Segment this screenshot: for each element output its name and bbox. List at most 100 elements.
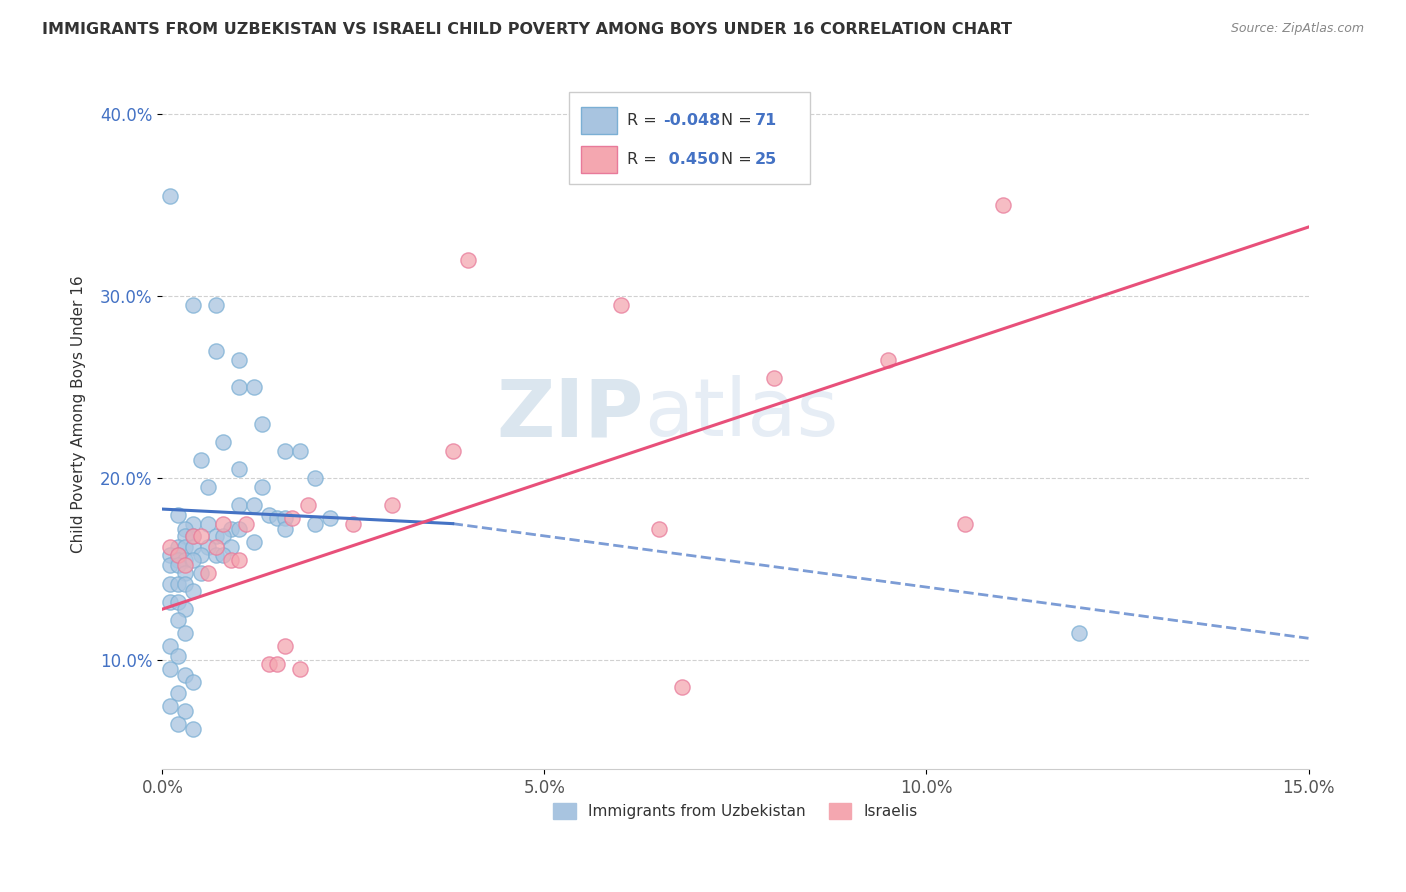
Point — [250, 417, 273, 431]
Point — [381, 499, 404, 513]
Point — [304, 471, 326, 485]
Point — [174, 553, 197, 567]
Point — [205, 541, 228, 555]
Point — [273, 511, 295, 525]
Point — [190, 529, 212, 543]
Point — [288, 662, 311, 676]
Point — [190, 548, 212, 562]
Point — [228, 462, 250, 476]
Point — [273, 522, 295, 536]
Point — [342, 516, 364, 531]
Point — [190, 566, 212, 580]
Point — [181, 584, 204, 599]
Point — [228, 352, 250, 367]
Point — [174, 667, 197, 681]
Point — [166, 558, 188, 573]
Point — [159, 639, 181, 653]
Point — [205, 343, 228, 358]
Point — [259, 657, 281, 671]
Text: IMMIGRANTS FROM UZBEKISTAN VS ISRAELI CHILD POVERTY AMONG BOYS UNDER 16 CORRELAT: IMMIGRANTS FROM UZBEKISTAN VS ISRAELI CH… — [42, 22, 1012, 37]
Text: 25: 25 — [755, 153, 778, 167]
Point — [174, 704, 197, 718]
Point — [159, 548, 181, 562]
Point — [181, 516, 204, 531]
Point — [181, 675, 204, 690]
Point — [212, 434, 235, 449]
Point — [991, 198, 1014, 212]
Point — [243, 534, 266, 549]
Point — [190, 453, 212, 467]
Point — [166, 649, 188, 664]
Point — [212, 548, 235, 562]
Point — [174, 541, 197, 555]
Point — [159, 662, 181, 676]
Point — [159, 189, 181, 203]
Text: R =: R = — [627, 113, 661, 128]
Point — [181, 298, 204, 312]
Point — [159, 541, 181, 555]
Y-axis label: Child Poverty Among Boys Under 16: Child Poverty Among Boys Under 16 — [72, 276, 86, 553]
Point — [174, 576, 197, 591]
Point — [174, 602, 197, 616]
Point — [228, 522, 250, 536]
Point — [159, 576, 181, 591]
Point — [273, 443, 295, 458]
Point — [166, 541, 188, 555]
Point — [174, 625, 197, 640]
Point — [181, 529, 204, 543]
Point — [166, 613, 188, 627]
Point — [259, 508, 281, 522]
Point — [181, 541, 204, 555]
Point — [610, 298, 633, 312]
Point — [281, 511, 304, 525]
Point — [219, 522, 242, 536]
Text: 0.450: 0.450 — [664, 153, 720, 167]
Point — [441, 443, 464, 458]
Point — [166, 548, 188, 562]
Point — [159, 698, 181, 713]
Point — [212, 529, 235, 543]
Point — [953, 516, 976, 531]
Point — [228, 553, 250, 567]
Point — [235, 516, 257, 531]
Point — [319, 511, 342, 525]
Point — [671, 681, 693, 695]
Text: N =: N = — [720, 153, 756, 167]
Point — [205, 548, 228, 562]
Point — [762, 371, 785, 385]
Point — [181, 553, 204, 567]
Point — [219, 553, 242, 567]
Legend: Immigrants from Uzbekistan, Israelis: Immigrants from Uzbekistan, Israelis — [547, 797, 924, 825]
Point — [181, 723, 204, 737]
Point — [181, 529, 204, 543]
Point — [197, 480, 219, 494]
Point — [197, 516, 219, 531]
Point — [228, 499, 250, 513]
Point — [166, 716, 188, 731]
Point — [174, 522, 197, 536]
Text: Source: ZipAtlas.com: Source: ZipAtlas.com — [1230, 22, 1364, 36]
Point — [159, 558, 181, 573]
Point — [205, 298, 228, 312]
Point — [243, 499, 266, 513]
Text: ZIP: ZIP — [496, 376, 644, 453]
Point — [1069, 625, 1091, 640]
Point — [266, 511, 288, 525]
Point — [166, 595, 188, 609]
Point — [174, 558, 197, 573]
Point — [197, 541, 219, 555]
Point — [288, 443, 311, 458]
Point — [266, 657, 288, 671]
Point — [219, 541, 242, 555]
Point — [174, 529, 197, 543]
FancyBboxPatch shape — [569, 92, 810, 184]
FancyBboxPatch shape — [581, 107, 617, 134]
Point — [243, 380, 266, 394]
Point — [174, 566, 197, 580]
Point — [166, 508, 188, 522]
Point — [297, 499, 319, 513]
Point — [648, 522, 671, 536]
FancyBboxPatch shape — [581, 146, 617, 173]
Point — [877, 352, 900, 367]
Text: 71: 71 — [755, 113, 778, 128]
